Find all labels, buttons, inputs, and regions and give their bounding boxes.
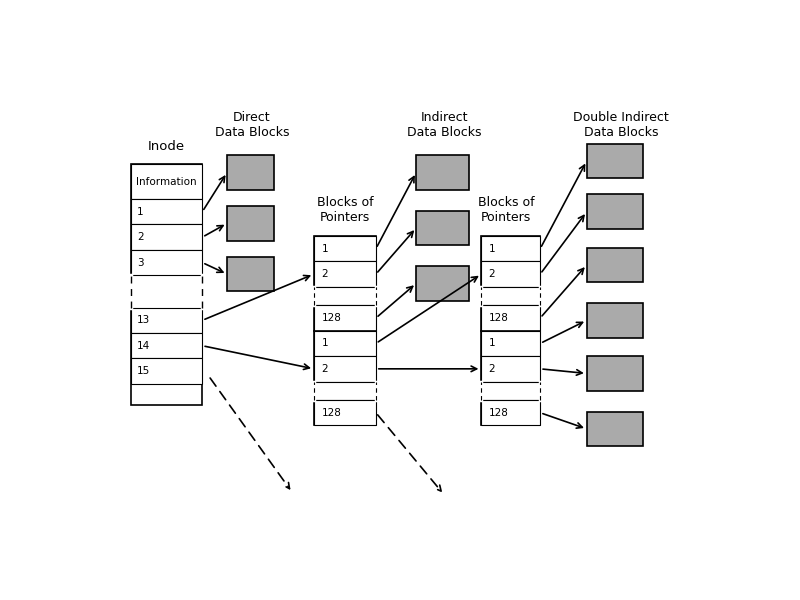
Bar bbox=[131, 250, 202, 275]
Text: Blocks of
Pointers: Blocks of Pointers bbox=[317, 196, 374, 224]
Text: Indirect
Data Blocks: Indirect Data Blocks bbox=[407, 111, 482, 139]
Bar bbox=[131, 199, 202, 224]
Bar bbox=[131, 164, 202, 199]
Bar bbox=[314, 331, 376, 425]
Text: Blocks of
Pointers: Blocks of Pointers bbox=[478, 196, 534, 224]
Text: 1: 1 bbox=[489, 244, 495, 254]
Bar bbox=[314, 356, 376, 382]
Bar bbox=[416, 211, 469, 245]
Bar bbox=[314, 400, 376, 425]
Bar bbox=[482, 305, 540, 331]
Text: 1: 1 bbox=[138, 207, 144, 217]
Text: 1: 1 bbox=[322, 338, 328, 349]
Bar bbox=[314, 236, 376, 331]
Bar bbox=[314, 382, 376, 400]
Bar bbox=[586, 194, 642, 229]
Bar bbox=[482, 331, 540, 356]
Bar bbox=[227, 257, 274, 292]
Text: Inode: Inode bbox=[148, 140, 186, 153]
Text: 128: 128 bbox=[489, 313, 509, 323]
Bar bbox=[314, 287, 376, 305]
Bar bbox=[131, 333, 202, 358]
Bar bbox=[227, 155, 274, 190]
Text: 2: 2 bbox=[489, 364, 495, 374]
Text: Direct
Data Blocks: Direct Data Blocks bbox=[214, 111, 289, 139]
Bar bbox=[131, 358, 202, 384]
Bar bbox=[314, 236, 376, 262]
Text: 15: 15 bbox=[138, 366, 150, 376]
Bar bbox=[586, 412, 642, 446]
Text: 128: 128 bbox=[489, 408, 509, 418]
Bar bbox=[586, 303, 642, 338]
Bar bbox=[482, 382, 540, 400]
Text: 2: 2 bbox=[322, 269, 328, 279]
Bar bbox=[227, 206, 274, 241]
Bar bbox=[482, 236, 540, 331]
Text: Information: Information bbox=[136, 177, 197, 187]
Text: 3: 3 bbox=[138, 257, 144, 268]
Bar bbox=[131, 224, 202, 250]
Text: 13: 13 bbox=[138, 316, 150, 325]
Bar bbox=[482, 400, 540, 425]
Bar bbox=[482, 356, 540, 382]
Bar bbox=[314, 305, 376, 331]
Bar bbox=[131, 308, 202, 333]
Text: 2: 2 bbox=[322, 364, 328, 374]
Text: 14: 14 bbox=[138, 341, 150, 351]
Text: 1: 1 bbox=[489, 338, 495, 349]
Bar bbox=[482, 236, 540, 262]
Bar bbox=[586, 356, 642, 391]
Text: 2: 2 bbox=[489, 269, 495, 279]
Bar bbox=[482, 287, 540, 305]
Bar bbox=[314, 262, 376, 287]
Text: 2: 2 bbox=[138, 232, 144, 242]
Bar bbox=[416, 266, 469, 301]
Text: 128: 128 bbox=[322, 408, 342, 418]
Text: 1: 1 bbox=[322, 244, 328, 254]
Bar bbox=[482, 331, 540, 425]
Text: Double Indirect
Data Blocks: Double Indirect Data Blocks bbox=[573, 111, 669, 139]
Bar bbox=[416, 155, 469, 190]
Bar bbox=[586, 248, 642, 282]
Bar bbox=[314, 331, 376, 356]
Text: 128: 128 bbox=[322, 313, 342, 323]
Bar bbox=[131, 164, 202, 404]
Bar bbox=[482, 262, 540, 287]
Bar bbox=[586, 143, 642, 178]
